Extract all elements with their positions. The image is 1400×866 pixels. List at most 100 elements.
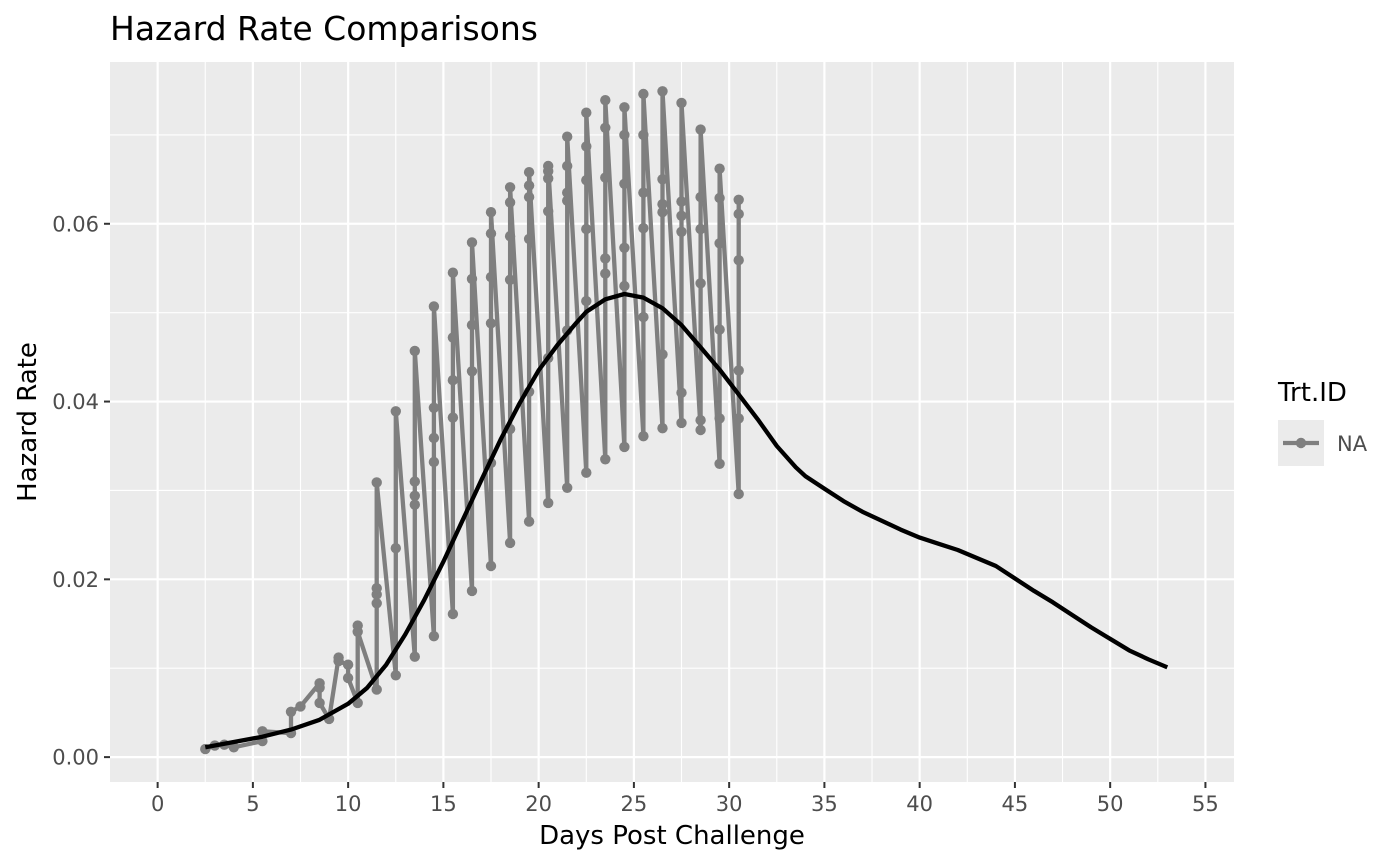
hazard-data-point [695, 124, 706, 135]
hazard-data-point [714, 238, 725, 249]
hazard-data-point [562, 160, 573, 172]
hazard-data-point [581, 141, 592, 152]
hazard-data-point [504, 182, 516, 193]
x-axis: 0 5 10 15 20 25 30 35 40 45 50 55 [151, 782, 1219, 816]
hazard-data-point [466, 319, 478, 331]
hazard-data-point [371, 684, 382, 695]
x-tick-label: 5 [246, 792, 259, 816]
hazard-data-point [504, 231, 516, 242]
legend: Trt.ID NA [1277, 378, 1368, 466]
hazard-data-point [371, 598, 382, 609]
hazard-data-point [466, 366, 478, 377]
hazard-data-point [657, 174, 668, 185]
hazard-data-point [314, 682, 325, 693]
hazard-data-point [428, 456, 440, 468]
hazard-data-point [523, 233, 535, 245]
plot-panel [110, 62, 1234, 782]
hazard-data-point [714, 413, 725, 424]
hazard-data-point [657, 423, 668, 434]
hazard-data-point [447, 412, 459, 423]
hazard-data-point [523, 191, 535, 203]
hazard-data-point [466, 273, 478, 285]
hazard-data-point [543, 497, 554, 509]
hazard-data-point [657, 349, 668, 360]
hazard-data-point [285, 706, 297, 717]
hazard-data-point [447, 267, 459, 278]
hazard-data-point [714, 192, 725, 204]
hazard-data-point [581, 295, 592, 307]
hazard-data-point [695, 424, 706, 436]
y-tick-label: 0.02 [52, 568, 99, 592]
x-tick-label: 10 [335, 792, 362, 816]
hazard-data-point [333, 655, 344, 667]
x-tick-label: 45 [1002, 792, 1029, 816]
hazard-data-point [657, 199, 668, 210]
hazard-data-point [342, 659, 354, 670]
hazard-data-point [390, 543, 401, 554]
hazard-data-point [523, 167, 535, 178]
hazard-data-point [466, 237, 478, 248]
hazard-data-point [543, 160, 554, 172]
chart-title: Hazard Rate Comparisons [110, 9, 538, 48]
hazard-data-point [714, 458, 725, 469]
hazard-data-point [342, 672, 354, 684]
hazard-data-point [447, 332, 459, 343]
legend-key-point [1295, 437, 1307, 449]
hazard-data-point [638, 129, 649, 141]
hazard-data-point [676, 97, 687, 109]
hazard-data-point [657, 207, 668, 218]
hazard-data-point [600, 253, 611, 264]
hazard-data-point [485, 318, 497, 329]
hazard-data-point [619, 178, 630, 189]
hazard-data-point [638, 88, 649, 100]
hazard-data-point [409, 651, 420, 662]
hazard-data-point [485, 228, 497, 239]
hazard-data-point [619, 102, 630, 113]
x-tick-label: 20 [525, 792, 552, 816]
hazard-data-point [676, 210, 687, 221]
hazard-data-point [409, 499, 420, 510]
hazard-data-point [676, 196, 687, 207]
hazard-data-point [714, 163, 725, 174]
hazard-data-point [409, 476, 420, 487]
hazard-data-point [581, 223, 592, 235]
hazard-data-point [600, 268, 611, 279]
hazard-data-point [733, 365, 744, 376]
hazard-data-point [504, 537, 516, 549]
hazard-data-point [657, 86, 668, 97]
hazard-data-point [504, 197, 516, 208]
hazard-data-point [228, 742, 239, 753]
x-tick-label: 25 [621, 792, 648, 816]
hazard-data-point [695, 223, 706, 235]
hazard-data-point [695, 415, 706, 426]
hazard-data-point [581, 107, 592, 118]
hazard-data-point [600, 172, 611, 183]
hazard-data-point [733, 194, 744, 205]
hazard-data-point [428, 432, 440, 444]
hazard-data-point [428, 301, 440, 312]
hazard-data-point [676, 226, 687, 237]
hazard-data-point [619, 441, 630, 453]
hazard-data-point [485, 207, 497, 218]
hazard-data-point [714, 324, 725, 335]
hazard-data-point [581, 175, 592, 186]
legend-entry-label: NA [1337, 432, 1368, 456]
hazard-data-point [562, 482, 573, 493]
hazard-data-point [619, 242, 630, 253]
hazard-data-point [409, 345, 420, 357]
hazard-data-point [504, 274, 516, 285]
x-tick-label: 0 [151, 792, 164, 816]
y-axis: 0.00 0.02 0.04 0.06 [52, 212, 110, 770]
hazard-data-point [352, 626, 363, 637]
hazard-data-point [523, 516, 535, 527]
hazard-data-point [695, 278, 706, 289]
hazard-data-point [695, 191, 706, 203]
y-tick-label: 0.00 [52, 746, 99, 770]
hazard-data-point [485, 271, 497, 283]
hazard-data-point [428, 631, 440, 642]
y-tick-label: 0.06 [52, 212, 99, 236]
x-tick-label: 35 [811, 792, 838, 816]
hazard-data-point [676, 387, 687, 398]
hazard-data-point [390, 406, 401, 417]
